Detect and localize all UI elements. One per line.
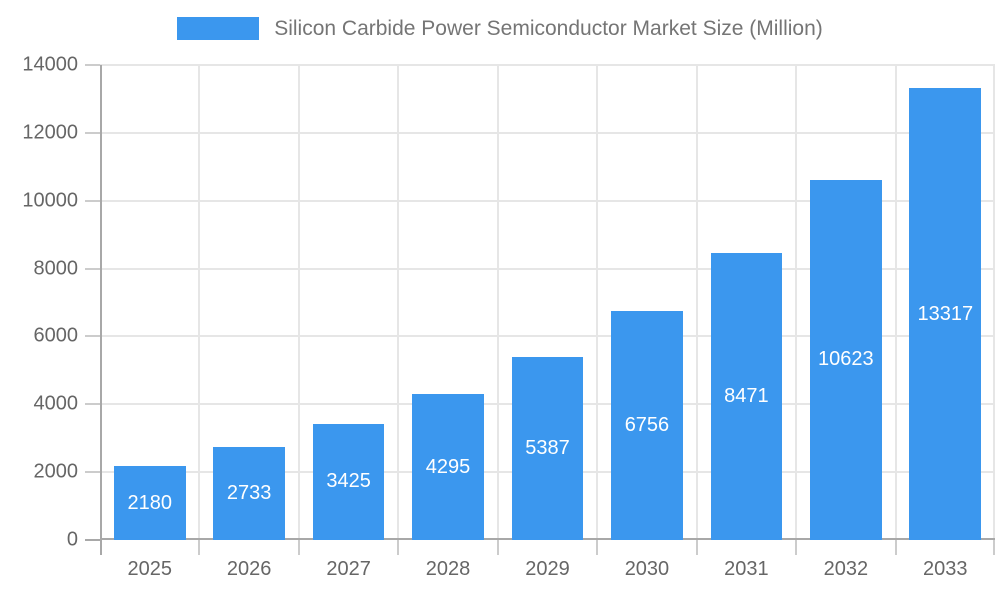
bar-2030[interactable]: 6756 xyxy=(611,310,683,540)
x-axis-label: 2032 xyxy=(823,558,869,580)
x-axis-label: 2027 xyxy=(326,558,371,580)
h-gridline xyxy=(100,267,995,270)
x-axis-tick xyxy=(596,540,599,555)
h-gridline xyxy=(100,199,995,202)
bar-2033[interactable]: 13317 xyxy=(909,88,982,540)
y-axis-label: 6000 xyxy=(33,324,79,347)
y-axis-label: 14000 xyxy=(22,53,78,76)
y-axis-tick xyxy=(85,335,100,338)
bar-value-label: 13317 xyxy=(917,302,974,325)
x-axis-label: 2029 xyxy=(525,558,570,580)
x-axis-label: 2026 xyxy=(226,558,272,580)
bar-2027[interactable]: 3425 xyxy=(312,423,385,540)
y-axis-label: 2000 xyxy=(33,460,79,483)
bar-2026[interactable]: 2733 xyxy=(213,447,285,540)
bar-2028[interactable]: 4295 xyxy=(412,394,484,540)
x-axis-label: 2033 xyxy=(923,558,968,580)
x-axis-tick xyxy=(496,540,499,555)
v-gridline xyxy=(297,65,300,540)
x-axis-tick xyxy=(297,540,300,555)
x-axis-tick xyxy=(993,540,995,555)
y-axis-label: 10000 xyxy=(22,189,78,212)
v-gridline xyxy=(795,65,798,540)
v-gridline xyxy=(496,65,499,540)
x-axis-label: 2031 xyxy=(724,558,769,580)
v-gridline xyxy=(397,65,400,540)
y-axis-tick xyxy=(85,199,100,202)
y-axis-label: 8000 xyxy=(33,257,79,280)
x-axis-tick xyxy=(695,540,698,555)
x-axis-tick xyxy=(795,540,798,555)
plot-area: 0 2000 4000 6000 8000 10000 12000 14000 2025 2026… xyxy=(22,54,995,580)
bar-2025[interactable]: 2180 xyxy=(113,466,186,540)
bar-2029[interactable]: 5387 xyxy=(511,357,584,540)
y-axis-label: 4000 xyxy=(33,392,79,415)
x-axis-label: 2028 xyxy=(425,558,471,580)
h-gridline xyxy=(100,335,995,338)
y-axis-tick xyxy=(85,471,100,474)
chart-legend[interactable]: Silicon Carbide Power Semiconductor Mark… xyxy=(0,17,1000,40)
y-axis-tick xyxy=(85,539,100,541)
bar-2031[interactable]: 8471 xyxy=(710,252,783,540)
bar-value-label: 10623 xyxy=(818,348,874,371)
v-gridline xyxy=(993,65,995,540)
x-axis-tick xyxy=(894,540,897,555)
v-gridline xyxy=(596,65,599,540)
x-axis-label: 2030 xyxy=(624,558,670,580)
h-gridline xyxy=(100,64,995,66)
y-axis-tick xyxy=(85,131,100,134)
bar-2032[interactable]: 10623 xyxy=(810,179,882,540)
v-gridline xyxy=(894,65,897,540)
legend-label: Silicon Carbide Power Semiconductor Mark… xyxy=(274,17,823,40)
y-axis-line xyxy=(100,65,102,555)
legend-swatch xyxy=(177,17,260,40)
y-axis-tick xyxy=(85,64,100,66)
bar-value-label: 8471 xyxy=(724,384,769,407)
bar-value-label: 6756 xyxy=(624,413,670,436)
x-axis-label: 2025 xyxy=(127,558,172,580)
y-axis-label: 0 xyxy=(66,528,78,551)
x-axis-tick xyxy=(198,540,201,555)
bar-value-label: 2180 xyxy=(127,491,172,514)
bar-value-label: 2733 xyxy=(226,482,272,505)
h-gridline xyxy=(100,131,995,134)
v-gridline xyxy=(695,65,698,540)
bar-value-label: 5387 xyxy=(525,437,570,460)
y-axis-label: 12000 xyxy=(22,121,78,144)
y-axis-tick xyxy=(85,267,100,270)
bar-value-label: 4295 xyxy=(425,455,471,478)
x-axis-tick xyxy=(397,540,400,555)
bar-value-label: 3425 xyxy=(326,470,371,493)
v-gridline xyxy=(198,65,201,540)
y-axis-tick xyxy=(85,403,100,406)
